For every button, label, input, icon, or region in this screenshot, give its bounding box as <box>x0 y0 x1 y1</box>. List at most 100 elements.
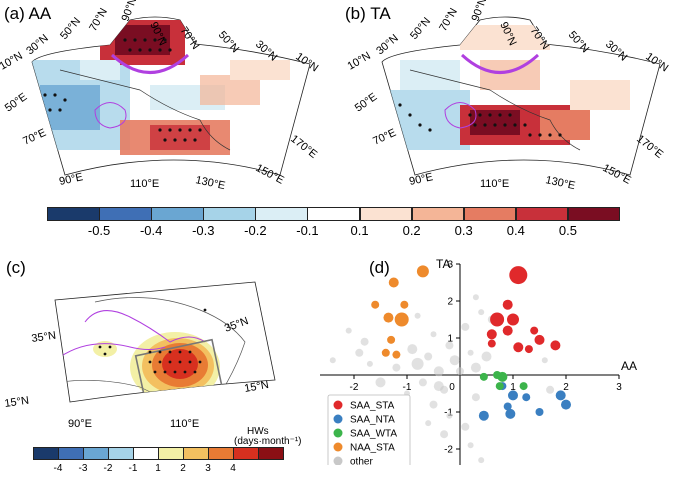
colorbar-tick-label: 0.1 <box>350 223 369 238</box>
point-other <box>456 367 464 376</box>
legend-label: SAA_NTA <box>350 415 395 426</box>
point-other <box>440 430 449 439</box>
colorbar-tick-label: -0.3 <box>192 223 215 238</box>
map-a-lon-70: 70°E <box>21 127 48 148</box>
x-tick-label: 2 <box>563 382 569 393</box>
map-a-lon-90: 90°E <box>58 171 84 188</box>
colorbar-cell <box>99 207 152 221</box>
point-other <box>461 422 470 431</box>
point-saa-wta <box>497 371 508 382</box>
point-saa-sta <box>513 342 524 353</box>
panel-b-map: 10°N 30°N 50°N 70°N 90°N 90°N 70°N 50°N … <box>346 0 671 192</box>
x-axis-label: AA <box>621 359 637 373</box>
map-c-lon-90: 90°E <box>68 418 92 430</box>
legend-marker <box>333 400 343 410</box>
colorbar-top-ticks: -0.5 -0.4 -0.3 -0.2 -0.1 0.1 0.2 0.3 0.4 0.5 <box>47 223 620 239</box>
point-other <box>446 412 453 419</box>
point-saa-sta <box>507 313 519 326</box>
colorbar-tick-label: 3 <box>205 463 211 474</box>
point-other <box>430 331 437 338</box>
colorbar-cell <box>463 207 517 221</box>
colorbar-cell <box>183 447 209 460</box>
panel-a-map: 10°N 30°N 50°N 70°N 90°N 90°N 70°N 50°N … <box>0 0 320 192</box>
colorbar-tick-label: 2 <box>180 463 186 474</box>
point-saa-wta <box>479 372 488 381</box>
point-other <box>355 348 364 357</box>
colorbar-bottom-ticks: -4 -3 -2 -1 1 2 3 4 <box>33 463 283 477</box>
map-a-lon-130: 130°E <box>194 174 226 192</box>
point-other <box>433 381 444 392</box>
point-saa-sta <box>487 339 496 348</box>
colorbar-cell <box>515 207 569 221</box>
point-naa-sta <box>392 350 401 359</box>
colorbar-tick-label: 0.4 <box>506 223 525 238</box>
point-other <box>429 400 438 409</box>
map-a-lon-50: 50°E <box>3 91 30 115</box>
colorbar-tick-label: -2 <box>103 463 113 474</box>
colorbar-tick-label: 0.5 <box>558 223 577 238</box>
point-saa-wta <box>495 382 504 391</box>
y-axis-label: TA <box>436 257 450 271</box>
map-b-lon-70: 70°E <box>371 127 398 148</box>
colorbar-cell <box>108 447 134 460</box>
colorbar-bottom-units-title: HWs <box>247 426 269 437</box>
point-other <box>470 362 481 373</box>
map-c-lat-35-left: 35°N <box>31 330 57 345</box>
point-naa-sta <box>387 335 396 344</box>
colorbar-top <box>47 207 621 221</box>
point-other <box>425 420 432 427</box>
point-other <box>471 393 480 402</box>
map-b-lat-50: 50°N <box>408 15 433 42</box>
colorbar-cell <box>151 207 204 221</box>
colorbar-cell <box>307 207 361 221</box>
point-other <box>407 344 418 355</box>
map-a-lat-50: 50°N <box>58 15 83 42</box>
point-saa-wta <box>519 382 528 391</box>
map-b-lat-30: 30°N <box>374 32 401 57</box>
map-c-lat-15-right: 15°N <box>243 379 269 395</box>
panel-c-label: (c) <box>6 258 26 277</box>
point-other <box>411 357 424 370</box>
colorbar-cell <box>208 447 234 460</box>
point-other <box>392 363 401 372</box>
legend-label: SAA_STA <box>350 401 395 412</box>
colorbar-tick-label: -0.2 <box>244 223 267 238</box>
map-c-lon-110: 110°E <box>170 418 199 430</box>
map-b-lon-50: 50°E <box>353 91 380 115</box>
y-tick-label: 1 <box>447 334 453 345</box>
colorbar-cell <box>133 447 159 460</box>
map-b-lon-130: 130°E <box>544 174 576 192</box>
point-other <box>366 360 373 367</box>
colorbar-cell <box>233 447 259 460</box>
point-other <box>461 322 470 331</box>
x-tick-label: -1 <box>403 382 412 393</box>
point-other <box>467 442 474 449</box>
panel-b-label: (b) TA <box>345 4 391 23</box>
point-saa-sta <box>524 345 533 354</box>
colorbar-tick-label: -0.5 <box>87 223 111 238</box>
point-other <box>329 357 336 364</box>
colorbar-cell <box>411 207 465 221</box>
point-naa-sta <box>383 312 394 323</box>
map-a-lat-70: 70°N <box>87 6 110 33</box>
point-naa-sta <box>394 312 409 327</box>
point-other <box>449 355 460 366</box>
point-saa-nta <box>478 410 489 421</box>
point-other <box>481 351 492 362</box>
point-other <box>424 352 433 361</box>
colorbar-cell <box>47 207 100 221</box>
map-c-lat-15-left: 15°N <box>4 395 30 410</box>
point-other <box>360 337 369 346</box>
map-b-lon-110: 110°E <box>480 178 509 190</box>
point-naa-sta <box>388 277 399 288</box>
colorbar-tick-label: 1 <box>155 463 161 474</box>
point-other <box>433 366 444 377</box>
map-b-lon-170: 170°E <box>634 133 665 161</box>
colorbar-tick-label: -1 <box>128 463 138 474</box>
colorbar-tick-label: 4 <box>230 463 236 474</box>
y-tick-label: 3 <box>447 260 453 271</box>
point-saa-sta <box>550 340 561 351</box>
y-tick-label: -2 <box>444 445 453 456</box>
colorbar-tick-label: -4 <box>53 463 63 474</box>
